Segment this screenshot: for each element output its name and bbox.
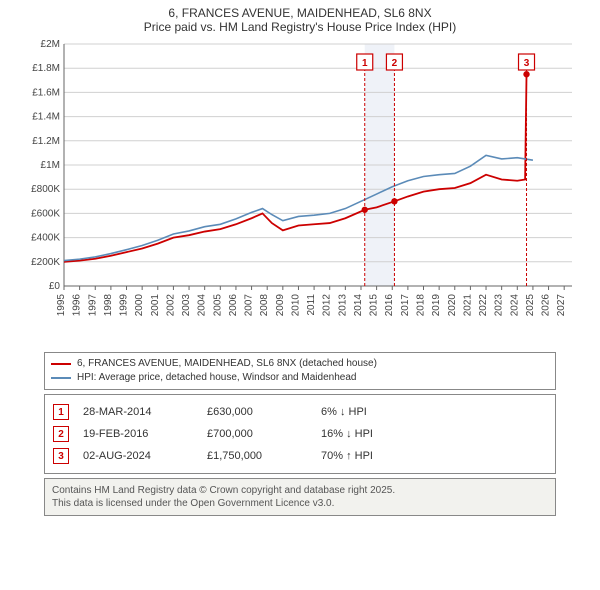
- sale-flag-3: 3: [53, 448, 69, 464]
- svg-text:2016: 2016: [384, 294, 395, 317]
- svg-text:2: 2: [392, 58, 398, 69]
- sale-diff: 6% ↓ HPI: [321, 406, 547, 418]
- svg-text:2004: 2004: [197, 294, 208, 317]
- svg-text:2027: 2027: [556, 294, 567, 317]
- svg-text:2010: 2010: [290, 294, 301, 317]
- svg-text:2021: 2021: [462, 294, 473, 317]
- attribution-line1: Contains HM Land Registry data © Crown c…: [52, 484, 548, 497]
- sale-date: 28-MAR-2014: [83, 406, 193, 418]
- svg-text:2022: 2022: [478, 294, 489, 317]
- svg-text:£1.8M: £1.8M: [32, 63, 60, 74]
- sale-flag-1: 1: [53, 404, 69, 420]
- sales-table: 1 28-MAR-2014 £630,000 6% ↓ HPI 2 19-FEB…: [44, 394, 556, 474]
- svg-text:2003: 2003: [181, 294, 192, 317]
- svg-text:2026: 2026: [541, 294, 552, 317]
- svg-text:3: 3: [524, 58, 530, 69]
- svg-text:1998: 1998: [103, 294, 114, 317]
- svg-text:2006: 2006: [228, 294, 239, 317]
- attribution-line2: This data is licensed under the Open Gov…: [52, 497, 548, 510]
- sale-price: £700,000: [207, 428, 307, 440]
- svg-text:£1.2M: £1.2M: [32, 136, 60, 147]
- sale-diff: 70% ↑ HPI: [321, 450, 547, 462]
- svg-text:£800K: £800K: [31, 184, 60, 195]
- svg-text:2024: 2024: [509, 294, 520, 317]
- legend-row: HPI: Average price, detached house, Wind…: [51, 371, 549, 385]
- svg-text:2014: 2014: [353, 294, 364, 317]
- svg-text:£1M: £1M: [41, 160, 60, 171]
- sale-flag-number: 1: [58, 407, 64, 418]
- legend-box: 6, FRANCES AVENUE, MAIDENHEAD, SL6 8NX (…: [44, 352, 556, 390]
- svg-text:2013: 2013: [337, 294, 348, 317]
- svg-text:2018: 2018: [416, 294, 427, 317]
- sales-row: 1 28-MAR-2014 £630,000 6% ↓ HPI: [53, 401, 547, 423]
- legend-swatch-property: [51, 363, 71, 365]
- svg-text:£400K: £400K: [31, 233, 60, 244]
- sale-flag-number: 3: [58, 451, 64, 462]
- svg-text:£0: £0: [49, 281, 61, 292]
- svg-text:2009: 2009: [275, 294, 286, 317]
- sale-flag-number: 2: [58, 429, 64, 440]
- svg-text:2012: 2012: [322, 294, 333, 317]
- svg-text:2025: 2025: [525, 294, 536, 317]
- sale-date: 19-FEB-2016: [83, 428, 193, 440]
- svg-text:2007: 2007: [244, 294, 255, 317]
- svg-text:1999: 1999: [119, 294, 130, 317]
- svg-text:2020: 2020: [447, 294, 458, 317]
- legend-label-property: 6, FRANCES AVENUE, MAIDENHEAD, SL6 8NX (…: [77, 357, 377, 371]
- sale-diff: 16% ↓ HPI: [321, 428, 547, 440]
- svg-text:2001: 2001: [150, 294, 161, 317]
- title-block: 6, FRANCES AVENUE, MAIDENHEAD, SL6 8NX P…: [0, 0, 600, 36]
- svg-text:2002: 2002: [165, 294, 176, 317]
- sales-row: 3 02-AUG-2024 £1,750,000 70% ↑ HPI: [53, 445, 547, 467]
- legend-swatch-hpi: [51, 377, 71, 379]
- svg-text:2017: 2017: [400, 294, 411, 317]
- svg-text:£200K: £200K: [31, 257, 60, 268]
- sale-flag-2: 2: [53, 426, 69, 442]
- svg-text:1996: 1996: [72, 294, 83, 317]
- svg-text:1995: 1995: [56, 294, 67, 317]
- svg-text:2005: 2005: [212, 294, 223, 317]
- svg-text:2011: 2011: [306, 294, 317, 316]
- title-subtitle: Price paid vs. HM Land Registry's House …: [0, 20, 600, 34]
- svg-text:2023: 2023: [494, 294, 505, 317]
- legend-row: 6, FRANCES AVENUE, MAIDENHEAD, SL6 8NX (…: [51, 357, 549, 371]
- sale-date: 02-AUG-2024: [83, 450, 193, 462]
- chart-area: £0 £200K £400K £600K £800K £1M £1.2M £1.4M £1.6M…: [20, 36, 580, 346]
- svg-text:£600K: £600K: [31, 208, 60, 219]
- sale-price: £1,750,000: [207, 450, 307, 462]
- chart-container: 6, FRANCES AVENUE, MAIDENHEAD, SL6 8NX P…: [0, 0, 600, 516]
- svg-text:2008: 2008: [259, 294, 270, 317]
- svg-text:2019: 2019: [431, 294, 442, 317]
- svg-text:1: 1: [362, 58, 368, 69]
- svg-text:1997: 1997: [87, 294, 98, 317]
- legend-label-hpi: HPI: Average price, detached house, Wind…: [77, 371, 356, 385]
- svg-text:£1.6M: £1.6M: [32, 87, 60, 98]
- sales-row: 2 19-FEB-2016 £700,000 16% ↓ HPI: [53, 423, 547, 445]
- svg-text:2015: 2015: [369, 294, 380, 317]
- svg-text:£1.4M: £1.4M: [32, 112, 60, 123]
- svg-text:£2M: £2M: [41, 39, 60, 50]
- attribution-box: Contains HM Land Registry data © Crown c…: [44, 478, 556, 516]
- title-address: 6, FRANCES AVENUE, MAIDENHEAD, SL6 8NX: [0, 6, 600, 20]
- chart-svg: £0 £200K £400K £600K £800K £1M £1.2M £1.4M £1.6M…: [20, 36, 580, 346]
- sale-price: £630,000: [207, 406, 307, 418]
- svg-text:2000: 2000: [134, 294, 145, 317]
